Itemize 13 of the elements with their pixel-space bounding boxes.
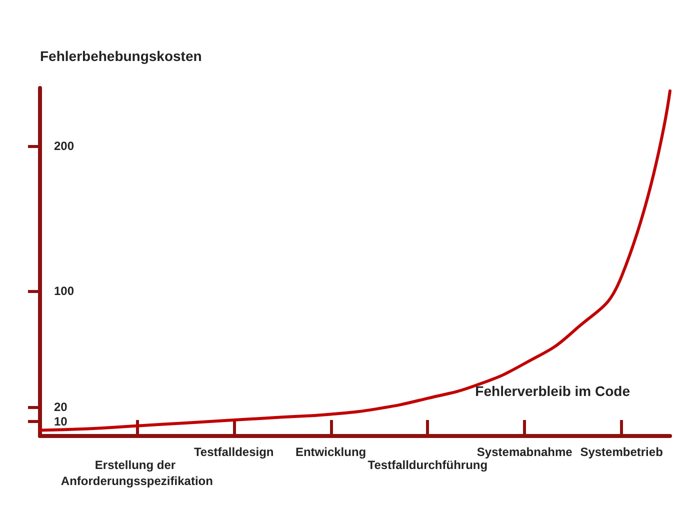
y-tick-label: 100 <box>54 284 74 298</box>
y-tick-label: 200 <box>54 139 74 153</box>
x-tick-label: Erstellung der Anforderungsspezifikation <box>60 458 213 488</box>
x-tick-label: Systemabnahme <box>476 445 573 459</box>
x-tick-label: Testfalldesign <box>194 445 274 459</box>
y-tick-label: 10 <box>54 414 68 428</box>
line-series <box>38 89 672 432</box>
x-tick-label: Entwicklung <box>295 445 366 459</box>
x-tick-label: Testfalldurchführung <box>368 458 488 472</box>
y-axis-title: Fehlerbehebungskosten <box>40 48 202 64</box>
x-tick-label: Systembetrieb <box>580 445 663 459</box>
x-axis-title: Fehlerverbleib im Code <box>475 383 630 399</box>
y-tick-label: 20 <box>54 400 68 414</box>
